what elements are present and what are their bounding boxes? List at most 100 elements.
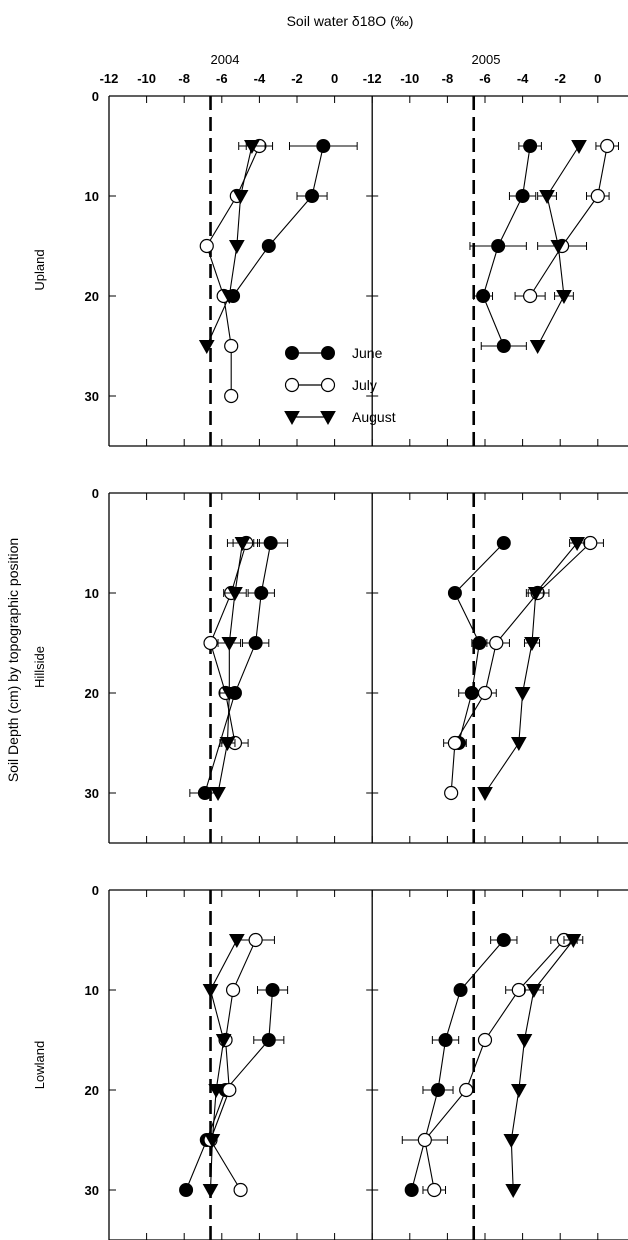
- data-point: [215, 1034, 232, 1049]
- chart-title: Soil water δ18O (‰): [287, 13, 414, 29]
- y-tick-label-20: 20: [85, 686, 99, 701]
- x-tick-label-2005--12: -12: [363, 71, 382, 86]
- x-tick-label-2005--2: -2: [554, 71, 566, 86]
- x-tick-label-2005--10: -10: [400, 71, 419, 86]
- data-point: [198, 340, 215, 355]
- x-tick-label-2004--10: -10: [137, 71, 156, 86]
- data-point: [244, 140, 260, 155]
- legend-entry-july: July: [284, 377, 377, 393]
- data-point: [438, 1033, 453, 1047]
- series-hillside-2005-june: [447, 536, 511, 750]
- y-tick-label-10: 10: [85, 586, 99, 601]
- data-point: [263, 536, 278, 550]
- y-tick-label-20: 20: [85, 1083, 99, 1098]
- data-point: [204, 1134, 221, 1149]
- series-hillside-2004-august: [210, 537, 259, 802]
- data-point: [515, 189, 530, 203]
- data-point: [496, 339, 511, 353]
- data-point: [444, 785, 459, 801]
- series-lowland-2004-july: [203, 932, 275, 1198]
- data-point: [569, 537, 585, 552]
- data-point: [516, 1034, 533, 1049]
- data-point: [556, 290, 572, 305]
- x-tick-label-2005--6: -6: [479, 71, 491, 86]
- legend-marker: [284, 377, 300, 393]
- data-point: [477, 685, 493, 701]
- data-point: [571, 140, 587, 155]
- data-point: [496, 933, 511, 947]
- series-upland-2005-august: [529, 140, 587, 355]
- data-point: [305, 189, 320, 203]
- data-point: [590, 188, 605, 204]
- data-point: [514, 687, 531, 702]
- series-hillside-2004-june: [189, 536, 289, 800]
- legend: June July August: [284, 345, 396, 426]
- data-point: [179, 1183, 194, 1197]
- data-point: [524, 637, 540, 652]
- series-hillside-2005-july: [443, 535, 604, 801]
- y-tick-label-30: 30: [85, 389, 99, 404]
- series-line: [510, 939, 574, 1191]
- data-point: [248, 636, 263, 650]
- data-point: [523, 139, 538, 153]
- data-point: [503, 1134, 520, 1149]
- panel-upland: 0 10 20 30: [85, 89, 628, 447]
- panel-hillside: 0 10 20 30: [85, 486, 628, 844]
- x-tick-label-2004--4: -4: [254, 71, 266, 86]
- panel-label-hillside: Hillside: [32, 646, 47, 688]
- data-point: [459, 1082, 474, 1098]
- legend-label: August: [352, 409, 396, 425]
- data-point: [224, 338, 239, 354]
- data-point: [417, 1132, 432, 1148]
- data-point: [221, 290, 238, 305]
- data-point: [527, 587, 544, 602]
- data-point: [210, 787, 226, 802]
- data-point: [600, 138, 615, 154]
- data-point: [248, 932, 263, 948]
- legend-marker: [321, 346, 335, 360]
- data-point: [489, 635, 504, 651]
- series-upland-2005-june: [469, 139, 542, 353]
- legend-entry-june: June: [285, 345, 383, 361]
- series-hillside-2005-august: [477, 537, 586, 802]
- data-point: [261, 1033, 276, 1047]
- series-line: [232, 145, 324, 297]
- y-tick-label-30: 30: [85, 1183, 99, 1198]
- data-point: [224, 388, 239, 404]
- data-point: [510, 1084, 527, 1099]
- data-point: [228, 240, 245, 255]
- series-line: [529, 145, 608, 297]
- data-point: [203, 635, 218, 651]
- data-point: [208, 1084, 225, 1099]
- series-line: [209, 939, 257, 1191]
- legend-label: June: [352, 345, 383, 361]
- data-point: [505, 1184, 522, 1199]
- series-line: [484, 542, 578, 794]
- data-point: [583, 535, 598, 551]
- data-point: [202, 984, 219, 999]
- series-lowland-2005-june: [404, 933, 518, 1197]
- data-point: [431, 1083, 445, 1097]
- data-point: [477, 1032, 493, 1048]
- x-tick-label-2005-0: 0: [594, 71, 601, 86]
- year-label-2004: 2004: [211, 52, 240, 67]
- data-point: [447, 586, 462, 600]
- data-point: [526, 984, 542, 999]
- data-point: [228, 934, 245, 949]
- legend-marker: [320, 377, 336, 393]
- data-point: [427, 1182, 442, 1198]
- legend-marker: [284, 411, 300, 426]
- data-point: [199, 238, 214, 254]
- data-point: [219, 737, 236, 752]
- legend-label: July: [352, 377, 377, 393]
- series-line: [206, 145, 260, 396]
- x-tick-label-2004--8: -8: [178, 71, 190, 86]
- series-upland-2005-july: [514, 138, 619, 304]
- x-tick-label-2004--6: -6: [216, 71, 228, 86]
- data-point: [197, 786, 212, 800]
- data-point: [404, 1183, 419, 1197]
- data-point: [477, 787, 493, 802]
- data-point: [225, 982, 241, 998]
- data-point: [261, 239, 276, 253]
- data-point: [222, 1082, 237, 1098]
